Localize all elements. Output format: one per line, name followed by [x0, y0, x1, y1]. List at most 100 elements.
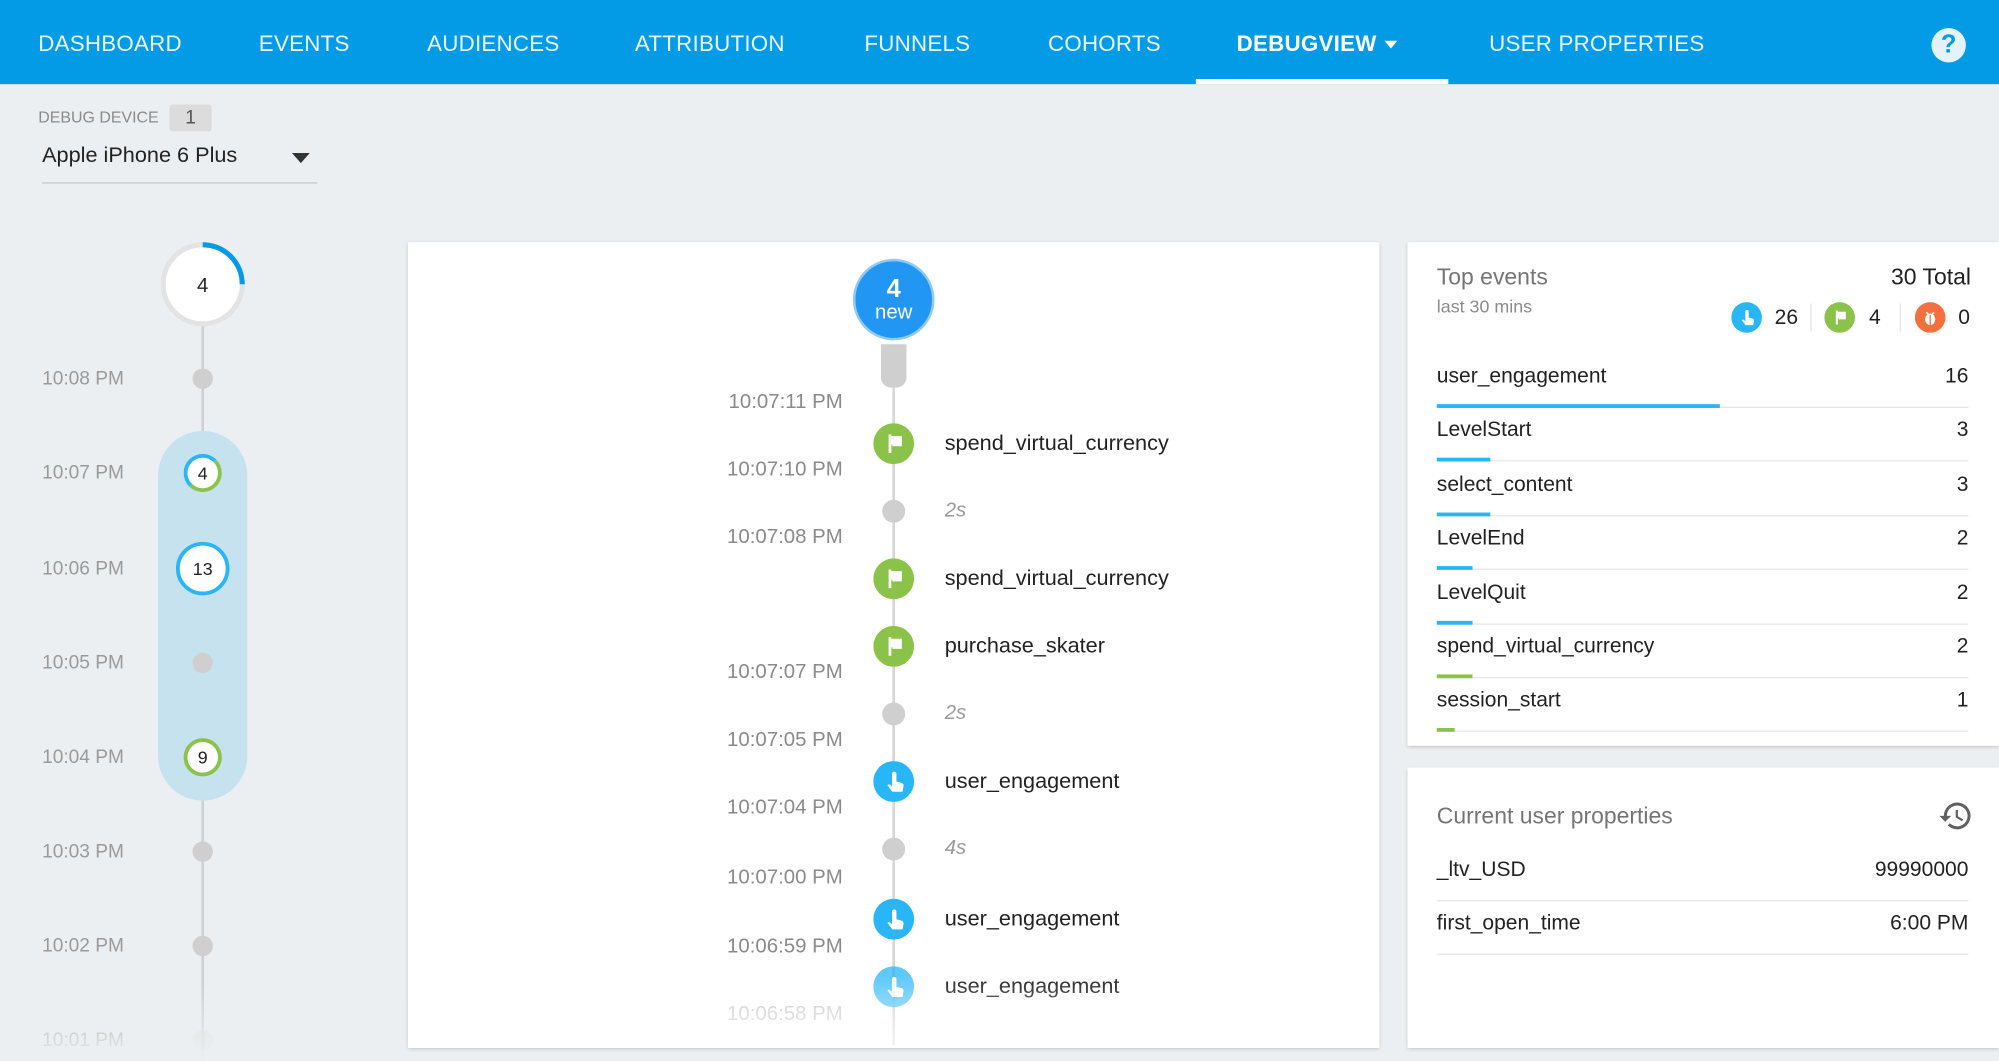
minute-dot[interactable] — [192, 841, 213, 862]
device-count-badge: 1 — [169, 104, 212, 132]
user-properties-card: Current user properties _ltv_USD 99990000… — [1407, 767, 1999, 1048]
total-count: 30 Total — [1891, 263, 1971, 290]
conversion-flag-icon[interactable] — [873, 423, 915, 465]
active-tab-indicator — [1195, 79, 1449, 85]
tab-events[interactable]: EVENTS — [258, 30, 350, 57]
event-count: 2 — [1956, 526, 1969, 550]
property-name: _ltv_USD — [1436, 858, 1526, 881]
minute-count-bubble[interactable]: 4 — [183, 453, 222, 493]
conversion-flag-icon[interactable] — [873, 558, 915, 600]
event-share-bar — [1436, 620, 1473, 625]
top-nav: DASHBOARD EVENTS AUDIENCES ATTRIBUTION F… — [0, 0, 1999, 85]
minute-label: 10:02 PM — [42, 935, 124, 957]
tab-dashboard[interactable]: DASHBOARD — [38, 30, 182, 57]
tab-user-properties[interactable]: USER PROPERTIES — [1489, 30, 1705, 57]
minute-label: 10:04 PM — [42, 746, 124, 769]
gap-dot — [882, 499, 906, 523]
event-name[interactable]: user_engagement — [944, 768, 1120, 793]
minute-label: 10:03 PM — [42, 840, 124, 863]
minute-count-bubble[interactable]: 9 — [183, 738, 222, 777]
event-name: spend_virtual_currency — [1436, 634, 1655, 658]
history-icon[interactable] — [1938, 798, 1974, 834]
event-share-bar — [1436, 728, 1455, 733]
top-event-row[interactable]: spend_virtual_currency 2 — [1436, 625, 1969, 679]
event-timestamp: 10:07:08 PM — [727, 526, 843, 549]
minute-label: 10:08 PM — [42, 367, 124, 390]
top-event-row[interactable]: select_content 3 — [1436, 463, 1969, 517]
gap-duration: 4s — [944, 837, 967, 860]
event-count: 1 — [1956, 688, 1969, 712]
top-event-row[interactable]: LevelQuit 2 — [1436, 571, 1969, 625]
event-name: LevelEnd — [1436, 526, 1525, 550]
event-share-bar — [1436, 674, 1473, 679]
event-timestamp: 10:07:11 PM — [728, 391, 843, 414]
event-share-bar — [1436, 566, 1473, 571]
engagement-icon — [1731, 302, 1762, 333]
event-name[interactable]: purchase_skater — [944, 633, 1105, 658]
new-count: 4 — [886, 275, 901, 304]
event-name[interactable]: spend_virtual_currency — [944, 430, 1169, 456]
minute-label: 10:05 PM — [42, 652, 124, 674]
event-timestamp: 10:07:07 PM — [727, 661, 843, 684]
event-name: select_content — [1436, 472, 1573, 496]
tab-debugview[interactable]: DEBUGVIEW — [1236, 30, 1377, 57]
conversion-flag-icon[interactable] — [873, 625, 915, 667]
event-timestamp: 10:06:59 PM — [727, 935, 843, 958]
event-share-bar — [1436, 512, 1490, 517]
minute-dot[interactable] — [192, 368, 213, 389]
conversion-count: 4 — [1869, 305, 1881, 329]
new-events-button[interactable]: 4 new — [852, 258, 935, 341]
error-bug-icon — [1914, 302, 1946, 333]
minute-count-bubble[interactable]: 13 — [175, 541, 230, 596]
debug-device-label: DEBUG DEVICE — [38, 108, 159, 127]
engagement-count: 26 — [1774, 305, 1799, 329]
event-count: 2 — [1956, 634, 1969, 658]
event-name[interactable]: user_engagement — [944, 906, 1120, 931]
event-timestamp: 10:07:00 PM — [727, 866, 843, 889]
minute-dot[interactable] — [192, 652, 213, 674]
event-timestamp: 10:07:10 PM — [727, 458, 843, 481]
top-events-subtitle: last 30 mins — [1436, 295, 1533, 317]
engagement-hand-icon[interactable] — [873, 761, 915, 802]
property-row: first_open_time 6:00 PM — [1436, 901, 1969, 955]
help-icon[interactable]: ? — [1931, 28, 1966, 63]
gap-duration: 2s — [944, 499, 967, 522]
event-timestamp: 10:07:04 PM — [727, 796, 843, 819]
device-select-value: Apple iPhone 6 Plus — [42, 142, 238, 168]
new-label: new — [874, 302, 913, 324]
chevron-down-icon[interactable] — [1384, 40, 1398, 49]
device-select[interactable]: Apple iPhone 6 Plus — [42, 142, 318, 184]
fade-overlay — [0, 981, 383, 1061]
user-properties-title: Current user properties — [1436, 803, 1673, 829]
divider — [1899, 303, 1901, 332]
top-events-card: Top events last 30 mins 30 Total 26 4 0 — [1407, 242, 1999, 746]
seconds-countdown-ring: 4 — [160, 242, 245, 327]
top-event-row[interactable]: LevelStart 3 — [1436, 408, 1969, 463]
event-stream: 4 new 10:07:11 PM 10:07:10 PM 10:07:08 PM 1… — [0, 0, 1169, 1061]
top-event-row[interactable]: LevelEnd 2 — [1436, 517, 1969, 571]
top-count: 4 — [197, 275, 208, 297]
top-event-row[interactable]: user_engagement 16 — [1436, 354, 1969, 408]
stream-times: 10:07:11 PM 10:07:10 PM 10:07:08 PM 10:07:0… — [0, 0, 843, 1061]
tab-cohorts[interactable]: COHORTS — [1047, 30, 1161, 57]
engagement-hand-icon[interactable] — [873, 898, 915, 940]
tab-attribution[interactable]: ATTRIBUTION — [634, 30, 785, 57]
conversion-flag-icon — [1824, 302, 1855, 333]
top-events-title: Top events — [1436, 263, 1548, 290]
minute-dot[interactable] — [192, 935, 213, 957]
property-value: 99990000 — [1874, 858, 1969, 881]
event-count: 2 — [1956, 580, 1969, 604]
property-name: first_open_time — [1436, 911, 1581, 935]
property-value: 6:00 PM — [1890, 911, 1969, 935]
event-name: LevelStart — [1436, 418, 1532, 442]
tab-funnels[interactable]: FUNNELS — [864, 30, 971, 57]
stream-stem — [880, 344, 907, 388]
event-name: LevelQuit — [1436, 580, 1526, 604]
top-event-row[interactable]: session_start 1 — [1436, 679, 1969, 733]
property-row: _ltv_USD 99990000 — [1436, 848, 1969, 902]
event-name[interactable]: spend_virtual_currency — [944, 566, 1169, 591]
event-timestamp: 10:07:05 PM — [727, 729, 843, 751]
event-share-bar — [1436, 404, 1721, 408]
event-count: 3 — [1956, 472, 1969, 496]
tab-audiences[interactable]: AUDIENCES — [427, 30, 560, 57]
